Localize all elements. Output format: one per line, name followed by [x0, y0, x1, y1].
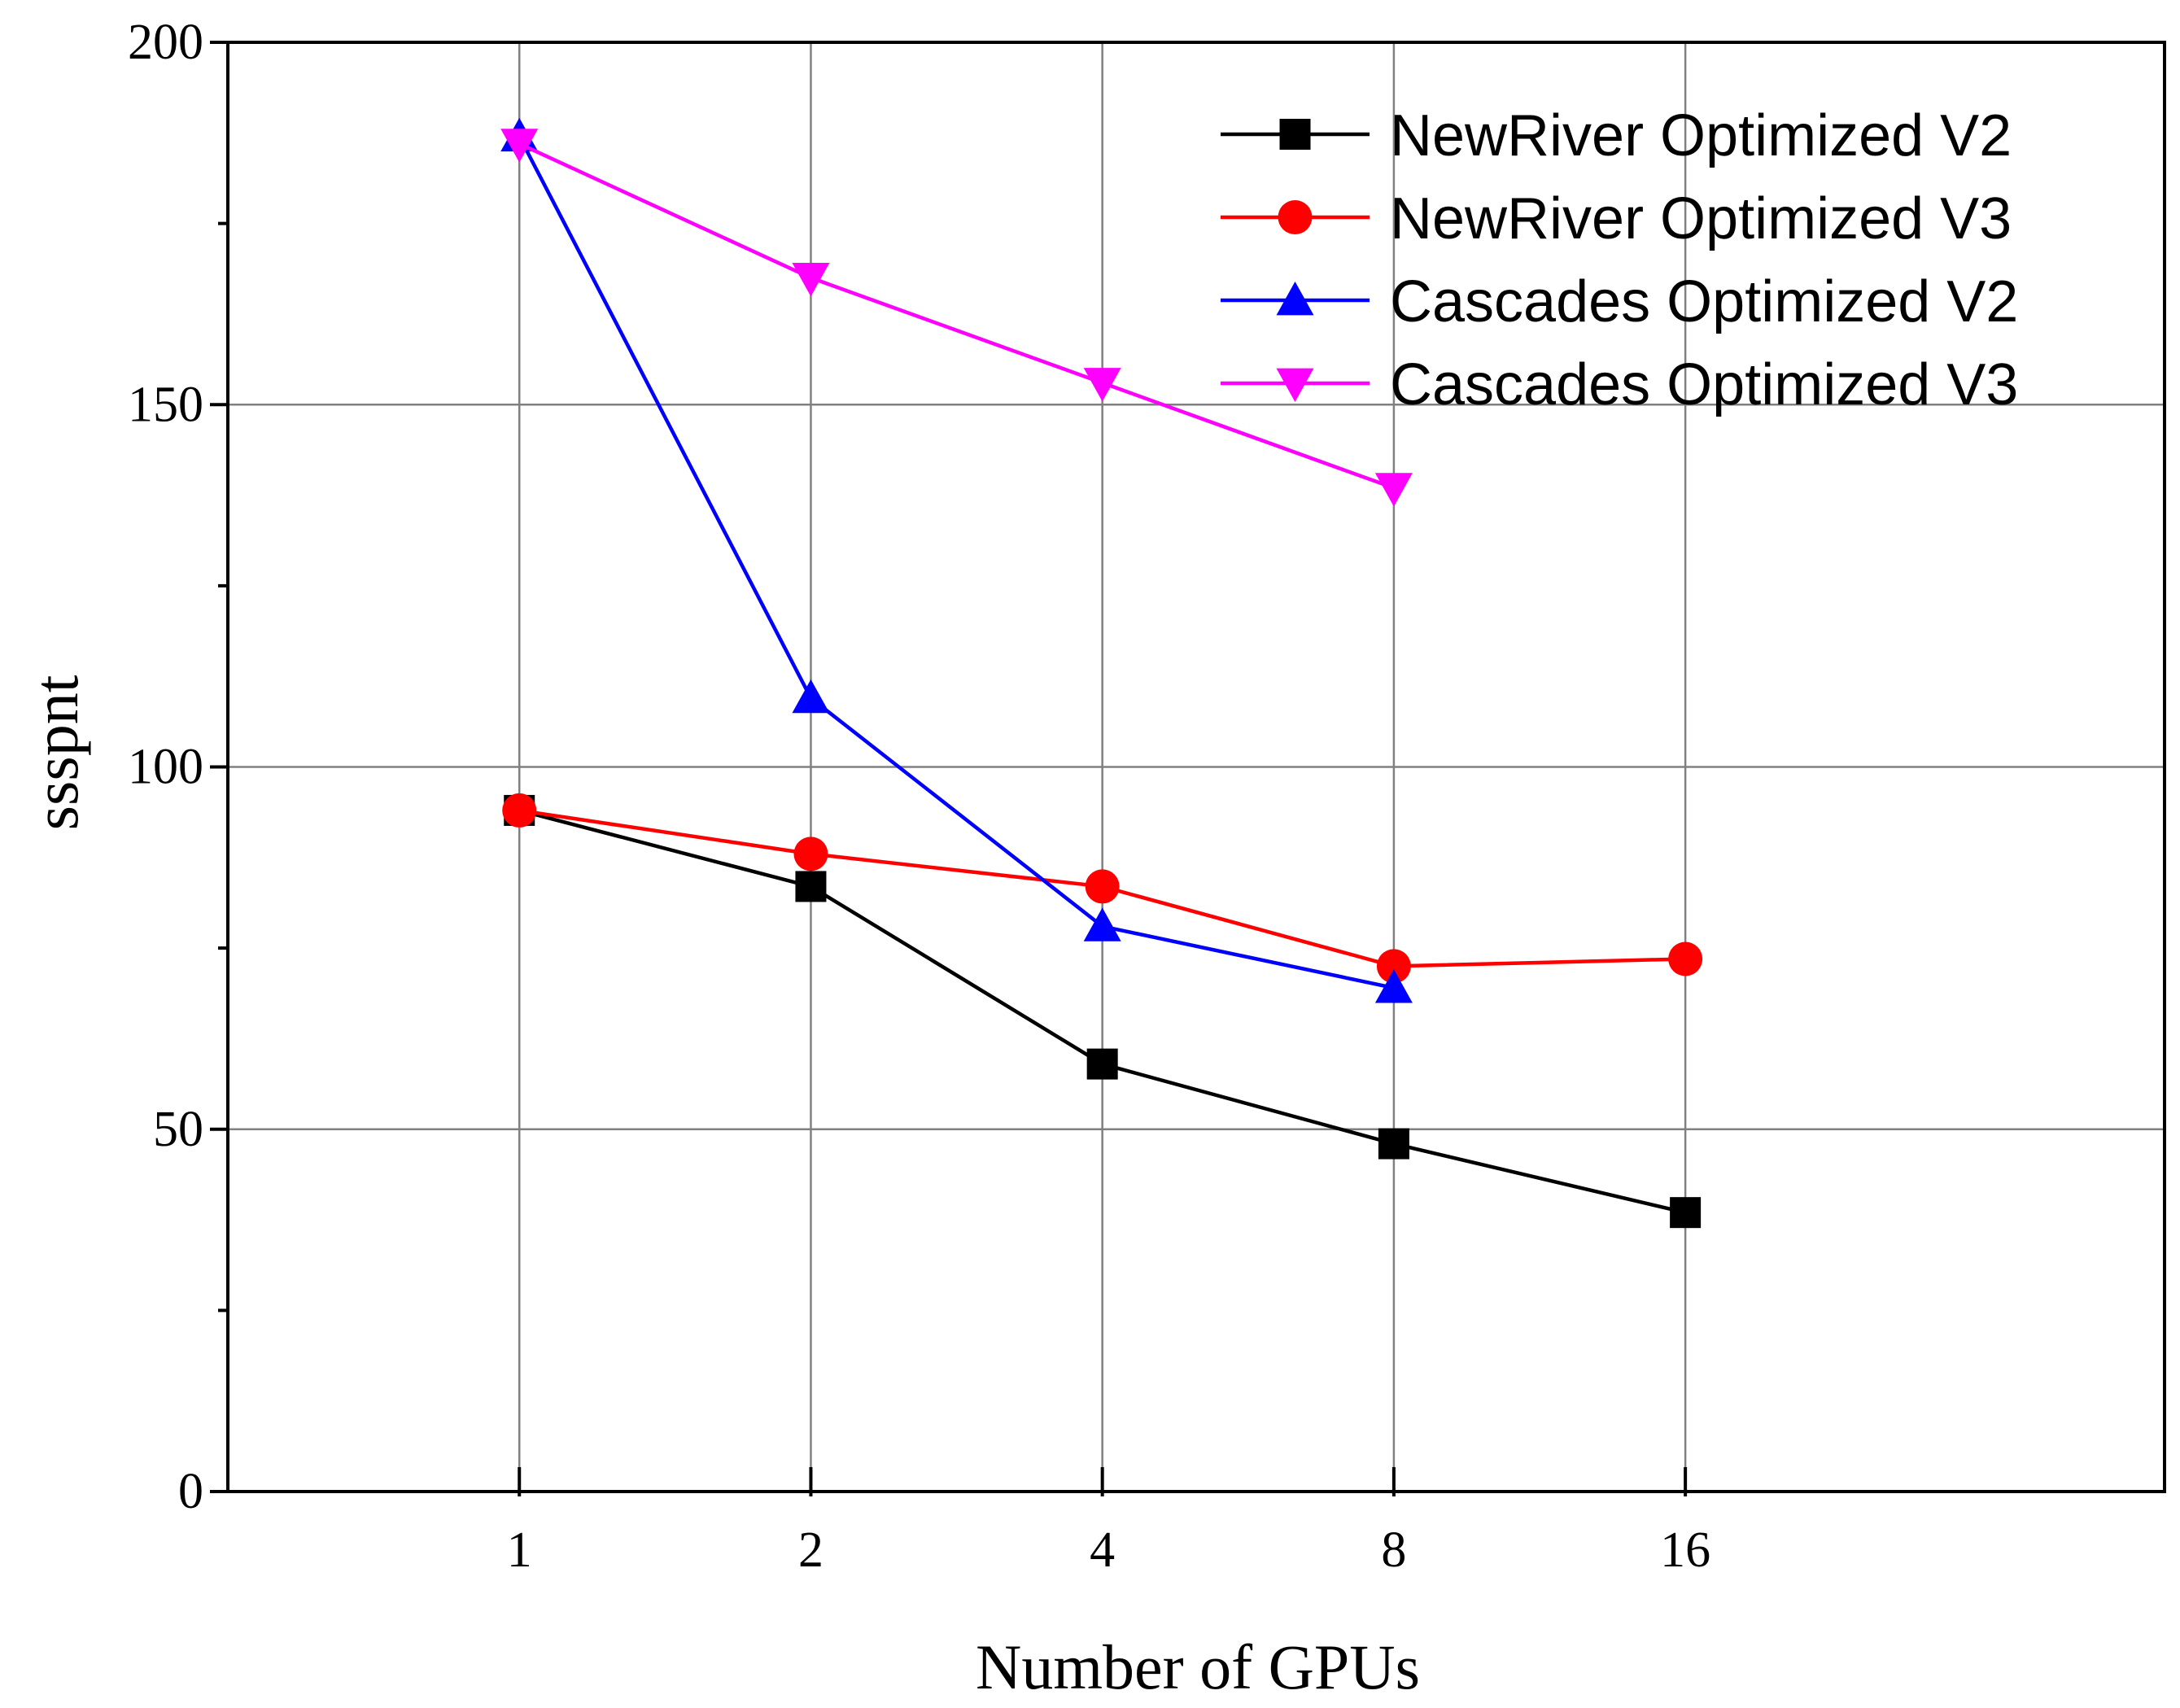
x-tick-label: 2	[798, 1522, 824, 1578]
y-axis-title: ssspnt	[20, 675, 91, 830]
legend-marker	[1278, 200, 1313, 234]
data-point	[795, 871, 827, 902]
series-2	[502, 793, 1703, 984]
x-tick-label: 16	[1660, 1522, 1710, 1578]
y-tick-label: 0	[178, 1464, 203, 1519]
series-line	[518, 135, 1395, 990]
series-3	[500, 117, 1413, 1003]
data-point	[1374, 473, 1413, 507]
legend-marker	[1276, 368, 1314, 402]
data-point	[1085, 869, 1120, 904]
data-point	[1670, 1197, 1702, 1229]
legend: NewRiver Optimized V2 NewRiver Optimized …	[1221, 103, 2018, 417]
series-layer	[500, 117, 1703, 1229]
legend-marker	[1276, 282, 1314, 316]
y-tick-label: 100	[128, 740, 203, 795]
axes: 0 50 100 150 200 1 2 4 8 16	[128, 15, 2166, 1578]
data-point	[1378, 1128, 1409, 1160]
legend-item-4: Cascades Optimized V3	[1221, 352, 2018, 417]
data-point	[1668, 941, 1703, 976]
series-line	[518, 142, 1395, 490]
y-tick-label: 150	[128, 377, 203, 432]
y-tick-label: 50	[153, 1102, 203, 1157]
legend-item-2: NewRiver Optimized V3	[1221, 186, 2012, 251]
x-tick-label: 4	[1090, 1522, 1115, 1578]
legend-item-1: NewRiver Optimized V2	[1221, 103, 2012, 168]
legend-label: Cascades Optimized V3	[1390, 352, 2018, 417]
data-point	[792, 679, 830, 714]
series-4	[500, 129, 1413, 507]
data-point	[1086, 1048, 1118, 1080]
data-point	[792, 263, 830, 297]
grid	[228, 42, 2165, 1492]
data-point	[1374, 969, 1413, 1003]
data-point	[500, 129, 539, 163]
y-tick-label: 200	[128, 15, 203, 70]
data-point	[1083, 907, 1121, 941]
legend-label: NewRiver Optimized V3	[1390, 186, 2012, 251]
data-point	[502, 793, 537, 828]
legend-label: Cascades Optimized V2	[1390, 269, 2018, 334]
legend-label: NewRiver Optimized V2	[1390, 103, 2012, 168]
x-tick-label: 8	[1381, 1522, 1406, 1578]
legend-item-3: Cascades Optimized V2	[1221, 269, 2018, 334]
data-point	[1376, 949, 1411, 984]
x-axis-title: Number of GPUs	[976, 1632, 1420, 1702]
data-point	[793, 837, 828, 871]
data-point	[1083, 368, 1121, 402]
legend-marker	[1279, 119, 1311, 150]
x-tick-label: 1	[507, 1522, 532, 1578]
